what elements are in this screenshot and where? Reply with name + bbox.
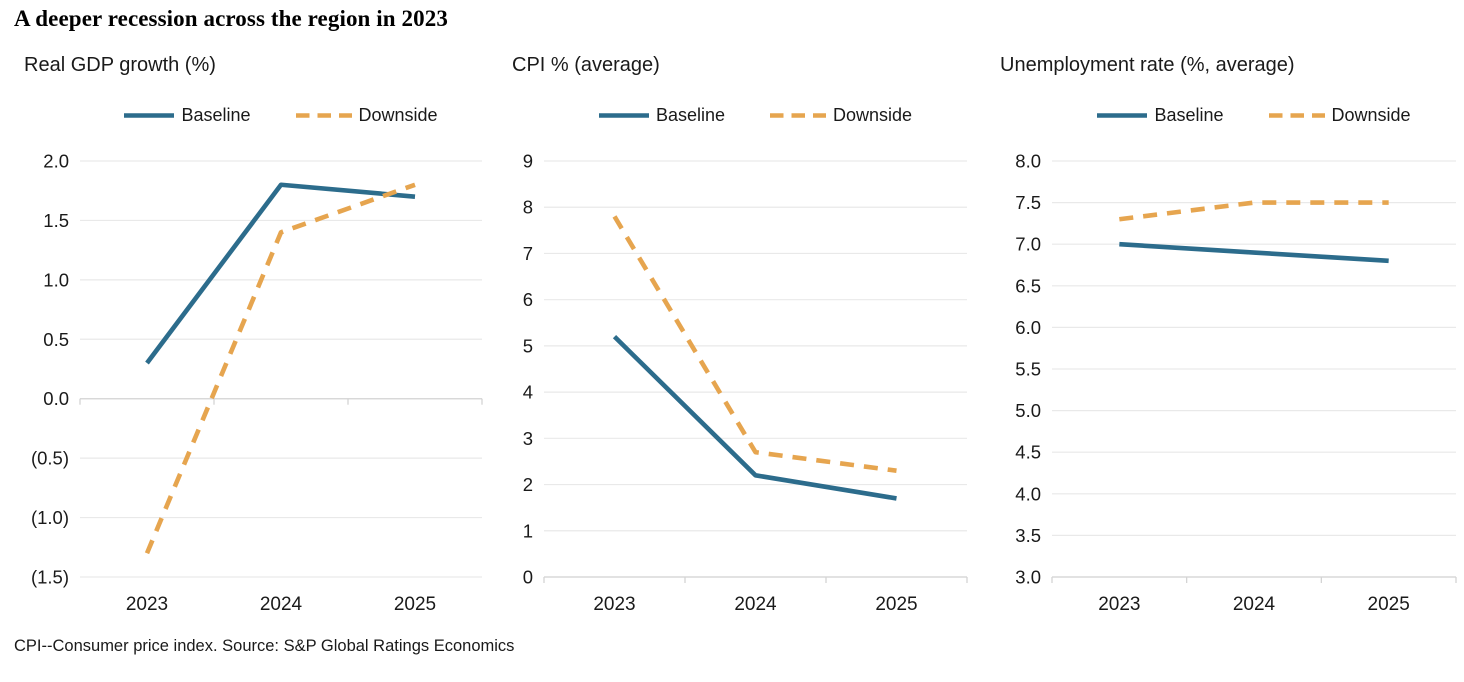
svg-text:5.0: 5.0 <box>1015 400 1041 421</box>
legend-item-baseline: Baseline <box>598 104 725 126</box>
svg-text:2023: 2023 <box>126 594 168 615</box>
chart-title-gdp: Real GDP growth (%) <box>24 54 216 76</box>
svg-text:2024: 2024 <box>1233 594 1276 615</box>
legend-item-baseline: Baseline <box>1097 104 1224 126</box>
line-chart-cpi: 9 8 7 6 5 4 3 2 1 0 2023 2024 2025 <box>523 151 968 615</box>
chart-title-unemployment: Unemployment rate (%, average) <box>1000 54 1295 76</box>
svg-text:2: 2 <box>523 474 533 495</box>
downside-dashed-line-icon <box>770 112 826 118</box>
downside-dashed-line-icon <box>1268 112 1325 118</box>
legend-label-baseline: Baseline <box>181 104 251 125</box>
legend-label-baseline: Baseline <box>655 104 725 125</box>
baseline-solid-line-icon <box>124 112 175 118</box>
svg-text:5: 5 <box>523 335 533 356</box>
svg-text:3.0: 3.0 <box>1015 567 1041 588</box>
svg-text:1.0: 1.0 <box>43 269 69 290</box>
baseline-solid-line-icon <box>1097 112 1148 118</box>
legend-label-downside: Downside <box>1331 104 1411 125</box>
svg-text:2023: 2023 <box>1098 594 1140 615</box>
svg-text:(0.5): (0.5) <box>31 448 69 469</box>
legend-item-downside: Downside <box>1268 104 1411 126</box>
source-footnote: CPI--Consumer price index. Source: S&P G… <box>14 637 515 655</box>
svg-text:3.5: 3.5 <box>1015 525 1041 546</box>
figure: A deeper recession across the region in … <box>12 6 1464 655</box>
svg-text:3: 3 <box>523 428 533 449</box>
line-chart-unemployment: 8.0 7.5 7.0 6.5 6.0 5.5 5.0 4.5 4.0 3.5 3.0 2023 202… <box>1015 151 1457 615</box>
figure-title: A deeper recession across the region in … <box>14 6 448 31</box>
line-chart-gdp: 2.0 1.5 1.0 0.5 0.0 (0.5) (1.0) (1.5) 2023 2024 20… <box>31 151 483 615</box>
svg-text:2024: 2024 <box>734 594 777 615</box>
legend-label-downside: Downside <box>833 104 913 125</box>
svg-text:6.0: 6.0 <box>1015 317 1041 338</box>
baseline-solid-line-icon <box>598 112 649 118</box>
svg-text:(1.0): (1.0) <box>31 507 69 528</box>
legend-label-downside: Downside <box>358 104 438 125</box>
svg-text:4.5: 4.5 <box>1015 442 1041 463</box>
svg-text:2.0: 2.0 <box>43 151 69 172</box>
svg-text:5.5: 5.5 <box>1015 359 1041 380</box>
legend-unemployment: Baseline Downside <box>1032 104 1464 126</box>
svg-text:1: 1 <box>523 520 533 541</box>
legend-item-downside: Downside <box>295 104 438 126</box>
svg-text:2025: 2025 <box>875 594 917 615</box>
legend-label-baseline: Baseline <box>1154 104 1224 125</box>
svg-text:8: 8 <box>523 197 533 218</box>
svg-text:0.5: 0.5 <box>43 329 69 350</box>
svg-text:1.5: 1.5 <box>43 210 69 231</box>
svg-text:6.5: 6.5 <box>1015 275 1041 296</box>
legend-gdp: Baseline Downside <box>62 104 500 126</box>
svg-text:2024: 2024 <box>260 594 303 615</box>
svg-text:0: 0 <box>523 567 533 588</box>
svg-text:2025: 2025 <box>394 594 436 615</box>
chart-title-cpi: CPI % (average) <box>512 54 660 76</box>
svg-text:(1.5): (1.5) <box>31 567 69 588</box>
svg-text:6: 6 <box>523 289 533 310</box>
svg-text:7.0: 7.0 <box>1015 234 1041 255</box>
svg-text:7: 7 <box>523 243 533 264</box>
chart-panel-unemployment: Unemployment rate (%, average) Baseline … <box>988 44 1464 633</box>
svg-text:8.0: 8.0 <box>1015 151 1041 172</box>
svg-text:0.0: 0.0 <box>43 388 69 409</box>
downside-dashed-line-icon <box>295 112 352 118</box>
svg-text:2023: 2023 <box>593 594 635 615</box>
charts-row: Real GDP growth (%) Baseline Downside 2.… <box>12 44 1464 633</box>
svg-text:9: 9 <box>523 151 533 172</box>
svg-text:2025: 2025 <box>1368 594 1410 615</box>
chart-panel-gdp: Real GDP growth (%) Baseline Downside 2.… <box>12 44 500 633</box>
legend-item-downside: Downside <box>770 105 912 126</box>
svg-text:7.5: 7.5 <box>1015 192 1041 213</box>
svg-text:4.0: 4.0 <box>1015 483 1041 504</box>
legend-item-baseline: Baseline <box>124 104 251 126</box>
svg-text:4: 4 <box>523 382 533 403</box>
chart-panel-cpi: CPI % (average) Baseline Downside 9 8 7 6 5 4… <box>500 44 988 633</box>
legend-cpi: Baseline Downside <box>523 104 988 126</box>
